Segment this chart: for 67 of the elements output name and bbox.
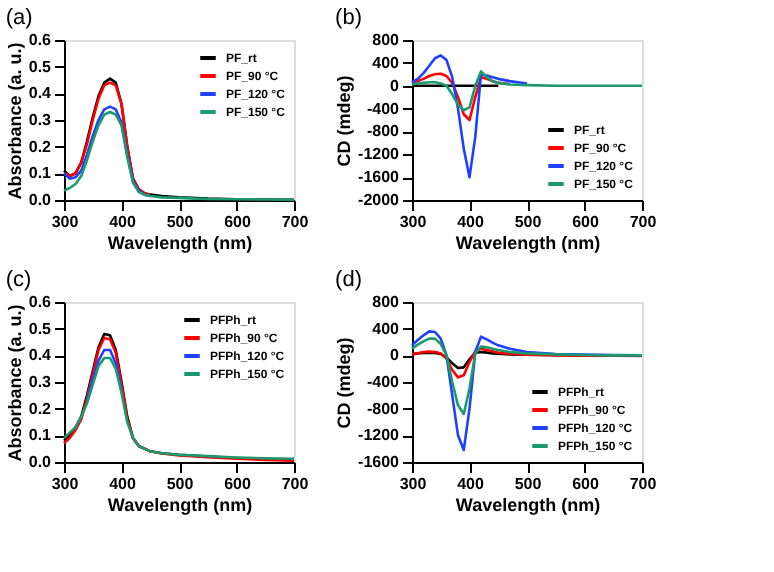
x-tick-label: 400 — [457, 213, 485, 231]
x-axis-title: Wavelength (nm) — [107, 495, 253, 515]
y-tick-label: -800 — [366, 122, 401, 141]
x-tick-label: 700 — [281, 213, 310, 231]
line-series — [410, 70, 644, 112]
y-tick-label: 0.5 — [28, 57, 53, 76]
chart-title: (b) — [335, 6, 362, 30]
x-tick-label: 500 — [514, 475, 543, 493]
x-tick-label: 400 — [109, 475, 137, 493]
y-tick-label: 0.1 — [28, 426, 53, 445]
x-axis-title: Wavelength (nm) — [455, 233, 601, 253]
y-axis-title: CD (mdeg) — [334, 337, 355, 429]
y-tick-label: 0.0 — [28, 191, 53, 209]
x-tick-label: 700 — [629, 213, 658, 231]
line-series — [85, 348, 123, 402]
line-series — [410, 337, 644, 416]
y-tick-label: 800 — [372, 293, 401, 311]
y-tick-label: 0.2 — [28, 399, 53, 418]
chart-title: (c) — [5, 268, 32, 292]
x-axis-title: Wavelength (nm) — [107, 233, 253, 253]
y-tick-label: 400 — [372, 319, 401, 338]
x-tick-label: 700 — [281, 475, 310, 493]
x-tick-label: 700 — [629, 475, 658, 493]
x-tick-label: 600 — [224, 475, 252, 493]
y-tick-label: 0.0 — [28, 453, 53, 471]
y-axis-title: Absorbance (a. u.) — [4, 42, 25, 200]
y-tick-label: 0.6 — [28, 293, 53, 311]
line-series — [410, 54, 529, 179]
line-series — [62, 81, 152, 196]
y-tick-label: 0.4 — [28, 84, 53, 103]
line-series — [410, 72, 512, 122]
y-tick-label: 0 — [390, 346, 401, 365]
y-tick-label: 0.5 — [28, 319, 53, 338]
y-tick-label: -800 — [366, 399, 401, 418]
y-axis-title: CD (mdeg) — [334, 75, 355, 167]
x-tick-label: 600 — [572, 475, 600, 493]
y-tick-label: 0.4 — [28, 346, 53, 365]
y-tick-label: -400 — [366, 373, 401, 391]
y-tick-label: -1600 — [358, 453, 401, 471]
y-tick-label: 0.6 — [28, 31, 53, 49]
y-tick-label: -1200 — [358, 426, 401, 445]
x-tick-label: 300 — [51, 475, 80, 493]
x-tick-label: 500 — [166, 213, 195, 231]
y-tick-label: 0.1 — [28, 164, 53, 183]
y-tick-label: -1600 — [358, 168, 401, 187]
x-tick-label: 300 — [399, 475, 428, 493]
y-tick-label: 0 — [390, 76, 401, 95]
x-tick-label: 600 — [572, 213, 600, 231]
y-tick-label: -2000 — [358, 191, 401, 209]
y-tick-label: 400 — [372, 53, 401, 72]
y-tick-label: 800 — [372, 31, 401, 49]
chart-title: (a) — [5, 6, 33, 30]
x-tick-label: 300 — [399, 213, 428, 231]
x-tick-label: 400 — [457, 475, 485, 493]
y-tick-label: 0.3 — [28, 111, 53, 129]
y-tick-label: 0.3 — [28, 373, 53, 391]
y-axis-title: Absorbance (a. u.) — [4, 304, 25, 462]
y-tick-label: 0.2 — [28, 137, 53, 156]
chart-title: (d) — [335, 268, 362, 292]
y-tick-label: -400 — [366, 99, 401, 118]
x-tick-label: 300 — [51, 213, 80, 231]
y-tick-label: -1200 — [358, 145, 401, 164]
x-tick-label: 600 — [224, 213, 252, 231]
x-tick-label: 400 — [109, 213, 137, 231]
x-axis-title: Wavelength (nm) — [455, 495, 601, 515]
x-tick-label: 500 — [514, 213, 543, 231]
x-tick-label: 500 — [166, 475, 195, 493]
